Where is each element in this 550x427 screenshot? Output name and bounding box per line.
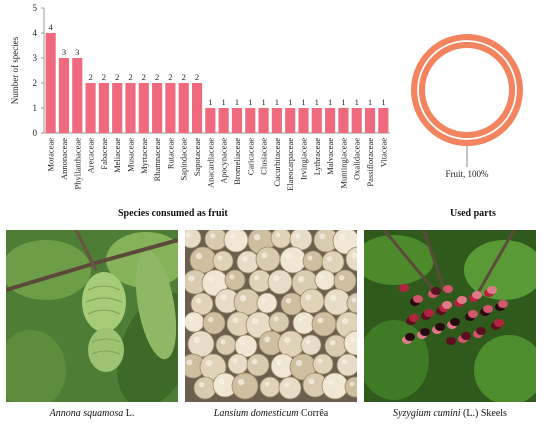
category-label: Lythraceae <box>312 138 322 176</box>
bar <box>72 58 83 133</box>
category-label: Phyllanthaceae <box>72 138 82 190</box>
bar-value-label: 1 <box>381 97 385 107</box>
bar <box>325 108 336 133</box>
y-tick-label: 1 <box>33 103 38 113</box>
bar <box>138 83 149 133</box>
donut-chart: Fruit, 100% <box>411 34 523 179</box>
bar-value-label: 2 <box>115 72 119 82</box>
y-tick-label: 5 <box>33 3 38 13</box>
category-label: Cucurbitaceae <box>272 138 282 187</box>
category-label: Muntingiaceae <box>338 138 348 189</box>
y-tick-label: 3 <box>33 53 38 63</box>
donut-inner-ring <box>417 40 517 140</box>
category-label: Clusiaceae <box>259 138 269 175</box>
bar-value-label: 1 <box>261 97 265 107</box>
bar-value-label: 1 <box>301 97 305 107</box>
donut-chart-title: Used parts <box>450 208 496 219</box>
bar-value-label: 1 <box>288 97 292 107</box>
category-label: Caricaceae <box>245 138 255 175</box>
category-label: Meliaceae <box>112 138 122 173</box>
photo-caption-annona: Annona squamosa L. <box>49 408 135 419</box>
bar <box>45 33 56 133</box>
bar <box>338 108 349 133</box>
bar-chart-xlabel: Species consumed as fruit <box>118 208 228 219</box>
bar-value-label: 2 <box>102 72 106 82</box>
category-label: Arecaceae <box>86 138 96 174</box>
category-label: Myrtaceae <box>139 138 149 174</box>
photo-caption-lansium: Lansium domesticum Corrêa <box>213 408 329 419</box>
bar <box>311 108 322 133</box>
bar <box>378 108 389 133</box>
category-label: Passifloraceae <box>365 138 375 187</box>
bar-value-label: 1 <box>315 97 319 107</box>
bar <box>351 108 362 133</box>
category-label: Oxalidaceae <box>352 138 362 180</box>
category-label: Elaeocarpaceae <box>285 138 295 191</box>
bar-value-label: 1 <box>222 97 226 107</box>
bar-value-label: 4 <box>49 22 54 32</box>
bar-value-label: 1 <box>248 97 252 107</box>
bar <box>112 83 123 133</box>
bar <box>218 108 229 133</box>
category-label: Irvingiaceae <box>299 138 309 180</box>
category-label: Vitaceae <box>378 138 388 167</box>
bar <box>191 83 203 133</box>
bar-value-label: 2 <box>182 72 186 82</box>
bar-value-label: 1 <box>208 97 212 107</box>
bar-value-label: 1 <box>235 97 239 107</box>
photo-annona-squamosa <box>6 230 178 402</box>
bar <box>85 83 96 133</box>
bar <box>285 108 296 133</box>
bar-value-label: 3 <box>75 47 79 57</box>
category-label: Annonaceae <box>59 138 69 180</box>
bar <box>178 83 189 133</box>
category-label: Rutaceae <box>165 138 175 169</box>
photo-lansium-domesticum <box>185 230 357 402</box>
bar <box>58 58 70 133</box>
bar-value-label: 2 <box>195 72 199 82</box>
bar <box>231 108 243 133</box>
bar-value-label: 1 <box>355 97 359 107</box>
category-label: Anacardiaceae <box>205 138 215 188</box>
bar-value-label: 1 <box>275 97 279 107</box>
bar-value-label: 1 <box>368 97 372 107</box>
category-label: Malvaceae <box>325 138 335 175</box>
bar-value-label: 1 <box>328 97 332 107</box>
bar-value-label: 2 <box>155 72 159 82</box>
y-tick-label: 2 <box>33 78 38 88</box>
bar <box>98 83 109 133</box>
category-label: Sapotaceae <box>192 138 202 176</box>
bar-value-label: 2 <box>168 72 172 82</box>
bar <box>364 108 376 133</box>
bar-value-label: 2 <box>128 72 132 82</box>
photo-caption-syzygium: Syzygium cumini (L.) Skeels <box>393 408 507 419</box>
bar-value-label: 3 <box>62 47 66 57</box>
bar-chart: 0 1 2 3 4 5 Number of species 4 Moraceae 3 Annonac… <box>10 3 390 191</box>
category-label: Fabaceae <box>99 138 109 170</box>
bar <box>152 83 163 133</box>
bar-value-label: 2 <box>88 72 92 82</box>
category-label: Moraceae <box>46 138 56 172</box>
y-tick-label: 0 <box>33 128 38 138</box>
bar <box>258 108 269 133</box>
category-label: Sapindaceae <box>179 138 189 181</box>
bar <box>271 108 282 133</box>
category-label: Apocynaceae <box>219 138 229 184</box>
photo-syzygium-cumini <box>364 230 536 402</box>
category-label: Bromeliaceae <box>232 138 242 185</box>
bar <box>298 108 309 133</box>
y-tick-label: 4 <box>33 28 38 38</box>
y-axis-label: Number of species <box>10 36 20 104</box>
donut-data-label: Fruit, 100% <box>445 169 489 179</box>
bar <box>245 108 256 133</box>
category-label: Musaceae <box>126 138 136 172</box>
bar <box>125 83 136 133</box>
bar-value-label: 2 <box>142 72 146 82</box>
category-label: Rhamnaceae <box>152 138 162 182</box>
bar <box>165 83 176 133</box>
bar-value-label: 1 <box>341 97 345 107</box>
bar <box>205 108 216 133</box>
